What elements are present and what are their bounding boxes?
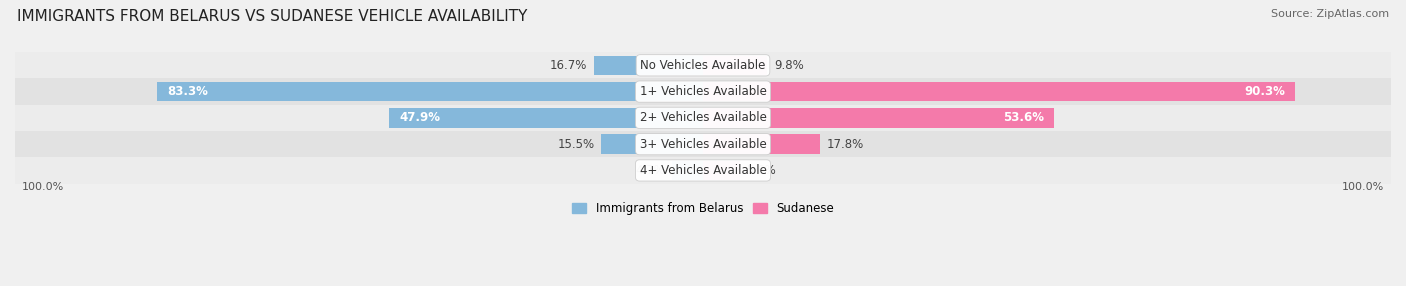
Bar xyxy=(157,82,703,101)
Bar xyxy=(15,78,1391,105)
Bar xyxy=(703,134,820,154)
Text: 83.3%: 83.3% xyxy=(167,85,208,98)
Bar xyxy=(15,105,1391,131)
Text: 3+ Vehicles Available: 3+ Vehicles Available xyxy=(640,138,766,151)
Text: 4+ Vehicles Available: 4+ Vehicles Available xyxy=(640,164,766,177)
Text: 2+ Vehicles Available: 2+ Vehicles Available xyxy=(640,111,766,124)
Text: 53.6%: 53.6% xyxy=(1004,111,1045,124)
Bar xyxy=(703,55,768,75)
Bar xyxy=(389,108,703,128)
Bar xyxy=(703,108,1054,128)
Text: 1+ Vehicles Available: 1+ Vehicles Available xyxy=(640,85,766,98)
Text: 9.8%: 9.8% xyxy=(773,59,803,72)
Text: 5.6%: 5.6% xyxy=(747,164,776,177)
Text: 15.5%: 15.5% xyxy=(558,138,595,151)
Legend: Immigrants from Belarus, Sudanese: Immigrants from Belarus, Sudanese xyxy=(567,197,839,220)
Bar xyxy=(703,82,1295,101)
Text: IMMIGRANTS FROM BELARUS VS SUDANESE VEHICLE AVAILABILITY: IMMIGRANTS FROM BELARUS VS SUDANESE VEHI… xyxy=(17,9,527,23)
Bar xyxy=(593,55,703,75)
Text: 47.9%: 47.9% xyxy=(399,111,440,124)
Text: 90.3%: 90.3% xyxy=(1244,85,1285,98)
Bar xyxy=(15,52,1391,78)
Text: 4.7%: 4.7% xyxy=(636,164,665,177)
Text: 16.7%: 16.7% xyxy=(550,59,588,72)
Text: 100.0%: 100.0% xyxy=(21,182,63,192)
Text: 17.8%: 17.8% xyxy=(827,138,863,151)
Bar xyxy=(15,131,1391,157)
Bar xyxy=(602,134,703,154)
Bar xyxy=(15,157,1391,184)
Bar xyxy=(672,161,703,180)
Text: Source: ZipAtlas.com: Source: ZipAtlas.com xyxy=(1271,9,1389,19)
Text: 100.0%: 100.0% xyxy=(1343,182,1385,192)
Text: No Vehicles Available: No Vehicles Available xyxy=(640,59,766,72)
Bar xyxy=(703,161,740,180)
